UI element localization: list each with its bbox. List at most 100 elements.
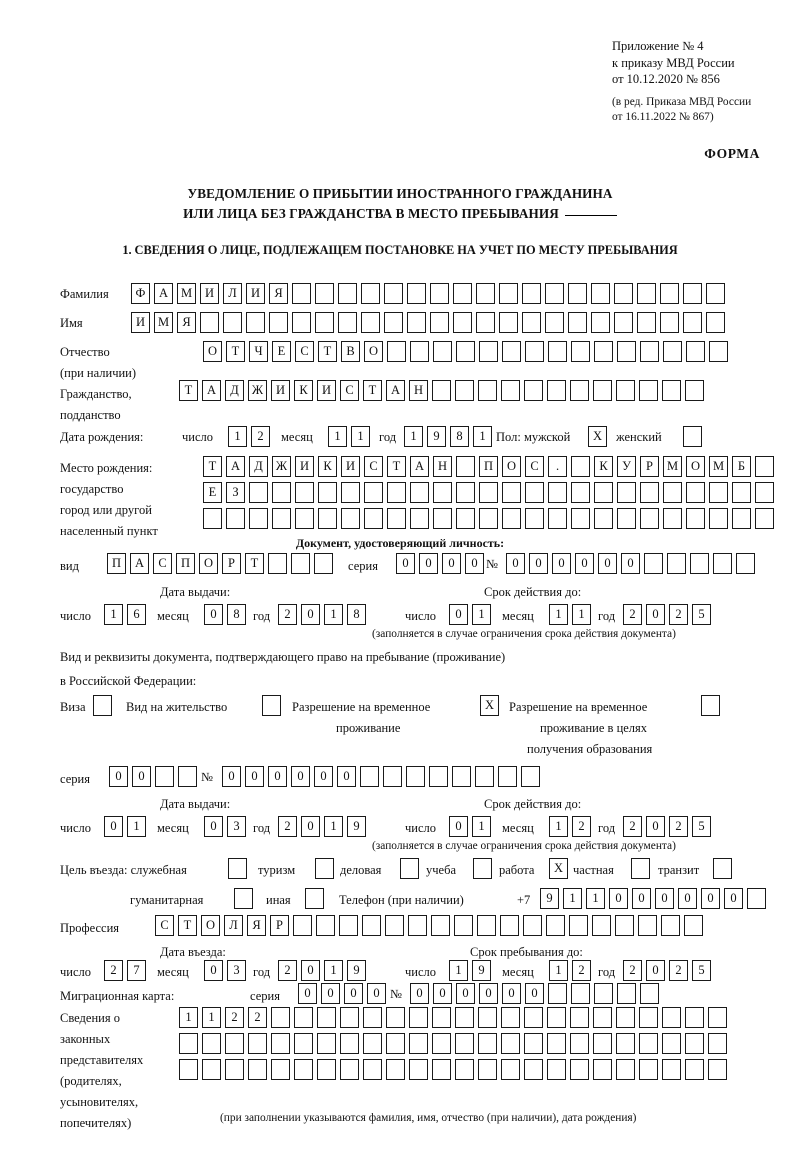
char-cell[interactable]	[616, 1033, 635, 1054]
char-cell[interactable]	[499, 312, 518, 333]
char-cell[interactable]	[524, 1033, 543, 1054]
char-cell[interactable]: 1	[449, 960, 468, 981]
char-cell[interactable]	[385, 915, 404, 936]
char-cell[interactable]	[479, 508, 498, 529]
char-cell[interactable]	[639, 380, 658, 401]
legal-rep-input-row-3[interactable]	[179, 1059, 727, 1080]
char-cell[interactable]	[614, 312, 633, 333]
char-cell[interactable]: Т	[245, 553, 264, 574]
char-cell[interactable]	[501, 1007, 520, 1028]
char-cell[interactable]: 2	[623, 816, 642, 837]
char-cell[interactable]	[478, 1059, 497, 1080]
char-cell[interactable]: 2	[278, 960, 297, 981]
char-cell[interactable]	[616, 1059, 635, 1080]
char-cell[interactable]	[429, 766, 448, 787]
char-cell[interactable]: 2	[278, 816, 297, 837]
char-cell[interactable]	[203, 508, 222, 529]
char-cell[interactable]	[571, 341, 590, 362]
char-cell[interactable]	[594, 341, 613, 362]
char-cell[interactable]: 0	[301, 816, 320, 837]
char-cell[interactable]	[386, 1007, 405, 1028]
char-cell[interactable]	[501, 380, 520, 401]
char-cell[interactable]	[736, 553, 755, 574]
char-cell[interactable]: 0	[301, 960, 320, 981]
char-cell[interactable]	[639, 1059, 658, 1080]
char-cell[interactable]	[708, 1059, 727, 1080]
char-cell[interactable]: О	[686, 456, 705, 477]
char-cell[interactable]	[407, 283, 426, 304]
char-cell[interactable]: П	[479, 456, 498, 477]
char-cell[interactable]	[477, 915, 496, 936]
char-cell[interactable]	[271, 1007, 290, 1028]
char-cell[interactable]	[524, 380, 543, 401]
char-cell[interactable]: 1	[179, 1007, 198, 1028]
char-cell[interactable]	[292, 312, 311, 333]
char-cell[interactable]	[294, 1059, 313, 1080]
char-cell[interactable]	[546, 915, 565, 936]
title-blank-line[interactable]	[564, 214, 617, 216]
char-cell[interactable]	[616, 380, 635, 401]
char-cell[interactable]	[732, 508, 751, 529]
char-cell[interactable]: 0	[646, 816, 665, 837]
char-cell[interactable]: 0	[222, 766, 241, 787]
char-cell[interactable]: 0	[314, 766, 333, 787]
char-cell[interactable]: 0	[109, 766, 128, 787]
char-cell[interactable]: М	[177, 283, 196, 304]
char-cell[interactable]: 1	[328, 426, 347, 447]
char-cell[interactable]	[432, 380, 451, 401]
char-cell[interactable]	[593, 1059, 612, 1080]
char-cell[interactable]	[617, 482, 636, 503]
char-cell[interactable]	[663, 508, 682, 529]
char-cell[interactable]: 0	[646, 960, 665, 981]
char-cell[interactable]	[430, 283, 449, 304]
char-cell[interactable]	[755, 482, 774, 503]
char-cell[interactable]	[502, 508, 521, 529]
char-cell[interactable]	[501, 1033, 520, 1054]
char-cell[interactable]	[430, 312, 449, 333]
char-cell[interactable]: 0	[632, 888, 651, 909]
char-cell[interactable]: С	[340, 380, 359, 401]
char-cell[interactable]: 1	[324, 960, 343, 981]
char-cell[interactable]	[548, 508, 567, 529]
char-cell[interactable]	[476, 283, 495, 304]
char-cell[interactable]	[363, 1007, 382, 1028]
char-cell[interactable]: 1	[324, 816, 343, 837]
char-cell[interactable]: 2	[572, 960, 591, 981]
char-cell[interactable]	[593, 1033, 612, 1054]
char-cell[interactable]	[547, 1007, 566, 1028]
char-cell[interactable]	[294, 1033, 313, 1054]
char-cell[interactable]	[571, 983, 590, 1004]
char-cell[interactable]	[660, 312, 679, 333]
char-cell[interactable]	[545, 283, 564, 304]
char-cell[interactable]: Р	[222, 553, 241, 574]
char-cell[interactable]: С	[364, 456, 383, 477]
char-cell[interactable]	[179, 1059, 198, 1080]
char-cell[interactable]	[384, 312, 403, 333]
char-cell[interactable]	[291, 553, 310, 574]
char-cell[interactable]	[452, 766, 471, 787]
char-cell[interactable]: 9	[347, 960, 366, 981]
purpose-official-checkbox[interactable]	[228, 858, 247, 879]
char-cell[interactable]	[709, 508, 728, 529]
char-cell[interactable]: Ф	[131, 283, 150, 304]
char-cell[interactable]: 0	[449, 604, 468, 625]
char-cell[interactable]: 9	[472, 960, 491, 981]
char-cell[interactable]: 1	[473, 426, 492, 447]
char-cell[interactable]	[708, 1033, 727, 1054]
char-cell[interactable]	[339, 915, 358, 936]
char-cell[interactable]	[432, 1033, 451, 1054]
char-cell[interactable]	[570, 1059, 589, 1080]
char-cell[interactable]	[317, 1007, 336, 1028]
char-cell[interactable]: 6	[127, 604, 146, 625]
char-cell[interactable]: 2	[623, 960, 642, 981]
purpose-business-checkbox[interactable]	[400, 858, 419, 879]
char-cell[interactable]	[338, 283, 357, 304]
char-cell[interactable]: З	[226, 482, 245, 503]
char-cell[interactable]: Т	[226, 341, 245, 362]
